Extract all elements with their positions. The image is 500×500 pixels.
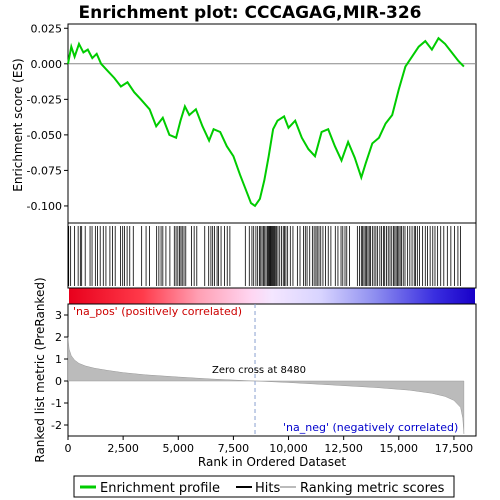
legend-hits: Hits (255, 481, 280, 496)
metric-ytick-label: 1 (55, 353, 62, 366)
es-ytick-label: 0.025 (31, 22, 63, 35)
negative-correlation-label: 'na_neg' (negatively correlated) (283, 421, 458, 434)
x-tick-label: 2,500 (107, 442, 139, 455)
es-ytick-label: -0.025 (27, 93, 62, 106)
legend: Enrichment profile Hits Ranking metric s… (73, 475, 455, 498)
metric-ytick-label: -1 (51, 397, 62, 410)
es-ytick-label: -0.100 (27, 200, 62, 213)
correlation-color-bar (69, 288, 475, 304)
es-ytick-label: -0.075 (27, 164, 62, 177)
es-ylabel: Enrichment score (ES) (11, 58, 25, 191)
zero-cross-label: Zero cross at 8480 (212, 365, 306, 376)
legend-box (73, 475, 455, 498)
x-axis-label: Rank in Ordered Dataset (198, 455, 346, 469)
ranking-metric-area (67, 336, 465, 434)
metric-ytick-label: -2 (51, 419, 62, 432)
es-yticks: 0.025 0.000 -0.025 -0.050 -0.075 -0.100 (27, 22, 68, 213)
x-ticks: 0 2,500 5,000 7,500 10,000 12,500 15,000 17,500 (65, 436, 474, 455)
x-tick-label: 17,500 (435, 442, 474, 455)
x-tick-label: 12,500 (324, 442, 363, 455)
hits-marks (68, 226, 461, 286)
enrichment-profile-line (67, 36, 465, 208)
es-ytick-label: 0.000 (31, 58, 63, 71)
metric-ytick-label: 2 (55, 331, 62, 344)
positive-correlation-label: 'na_pos' (positively correlated) (73, 305, 242, 318)
x-tick-label: 5,000 (163, 442, 195, 455)
es-ytick-label: -0.050 (27, 129, 62, 142)
metric-yticks: 3 2 1 0 -1 -2 (51, 309, 68, 432)
legend-ranking-metric: Ranking metric scores (300, 481, 445, 496)
x-tick-label: 15,000 (380, 442, 419, 455)
x-tick-label: 7,500 (218, 442, 250, 455)
metric-ylabel: Ranked list metric (PreRanked) (33, 277, 47, 462)
chart-title: Enrichment plot: CCCAGAG,MIR-326 (79, 3, 422, 23)
metric-panel-frame (67, 303, 477, 437)
es-panel-frame (67, 23, 477, 224)
metric-ytick-label: 3 (55, 309, 62, 322)
x-tick-label: 10,000 (269, 442, 308, 455)
x-tick-label: 0 (65, 442, 72, 455)
legend-enrichment-profile: Enrichment profile (100, 481, 220, 496)
metric-ytick-label: 0 (55, 375, 62, 388)
